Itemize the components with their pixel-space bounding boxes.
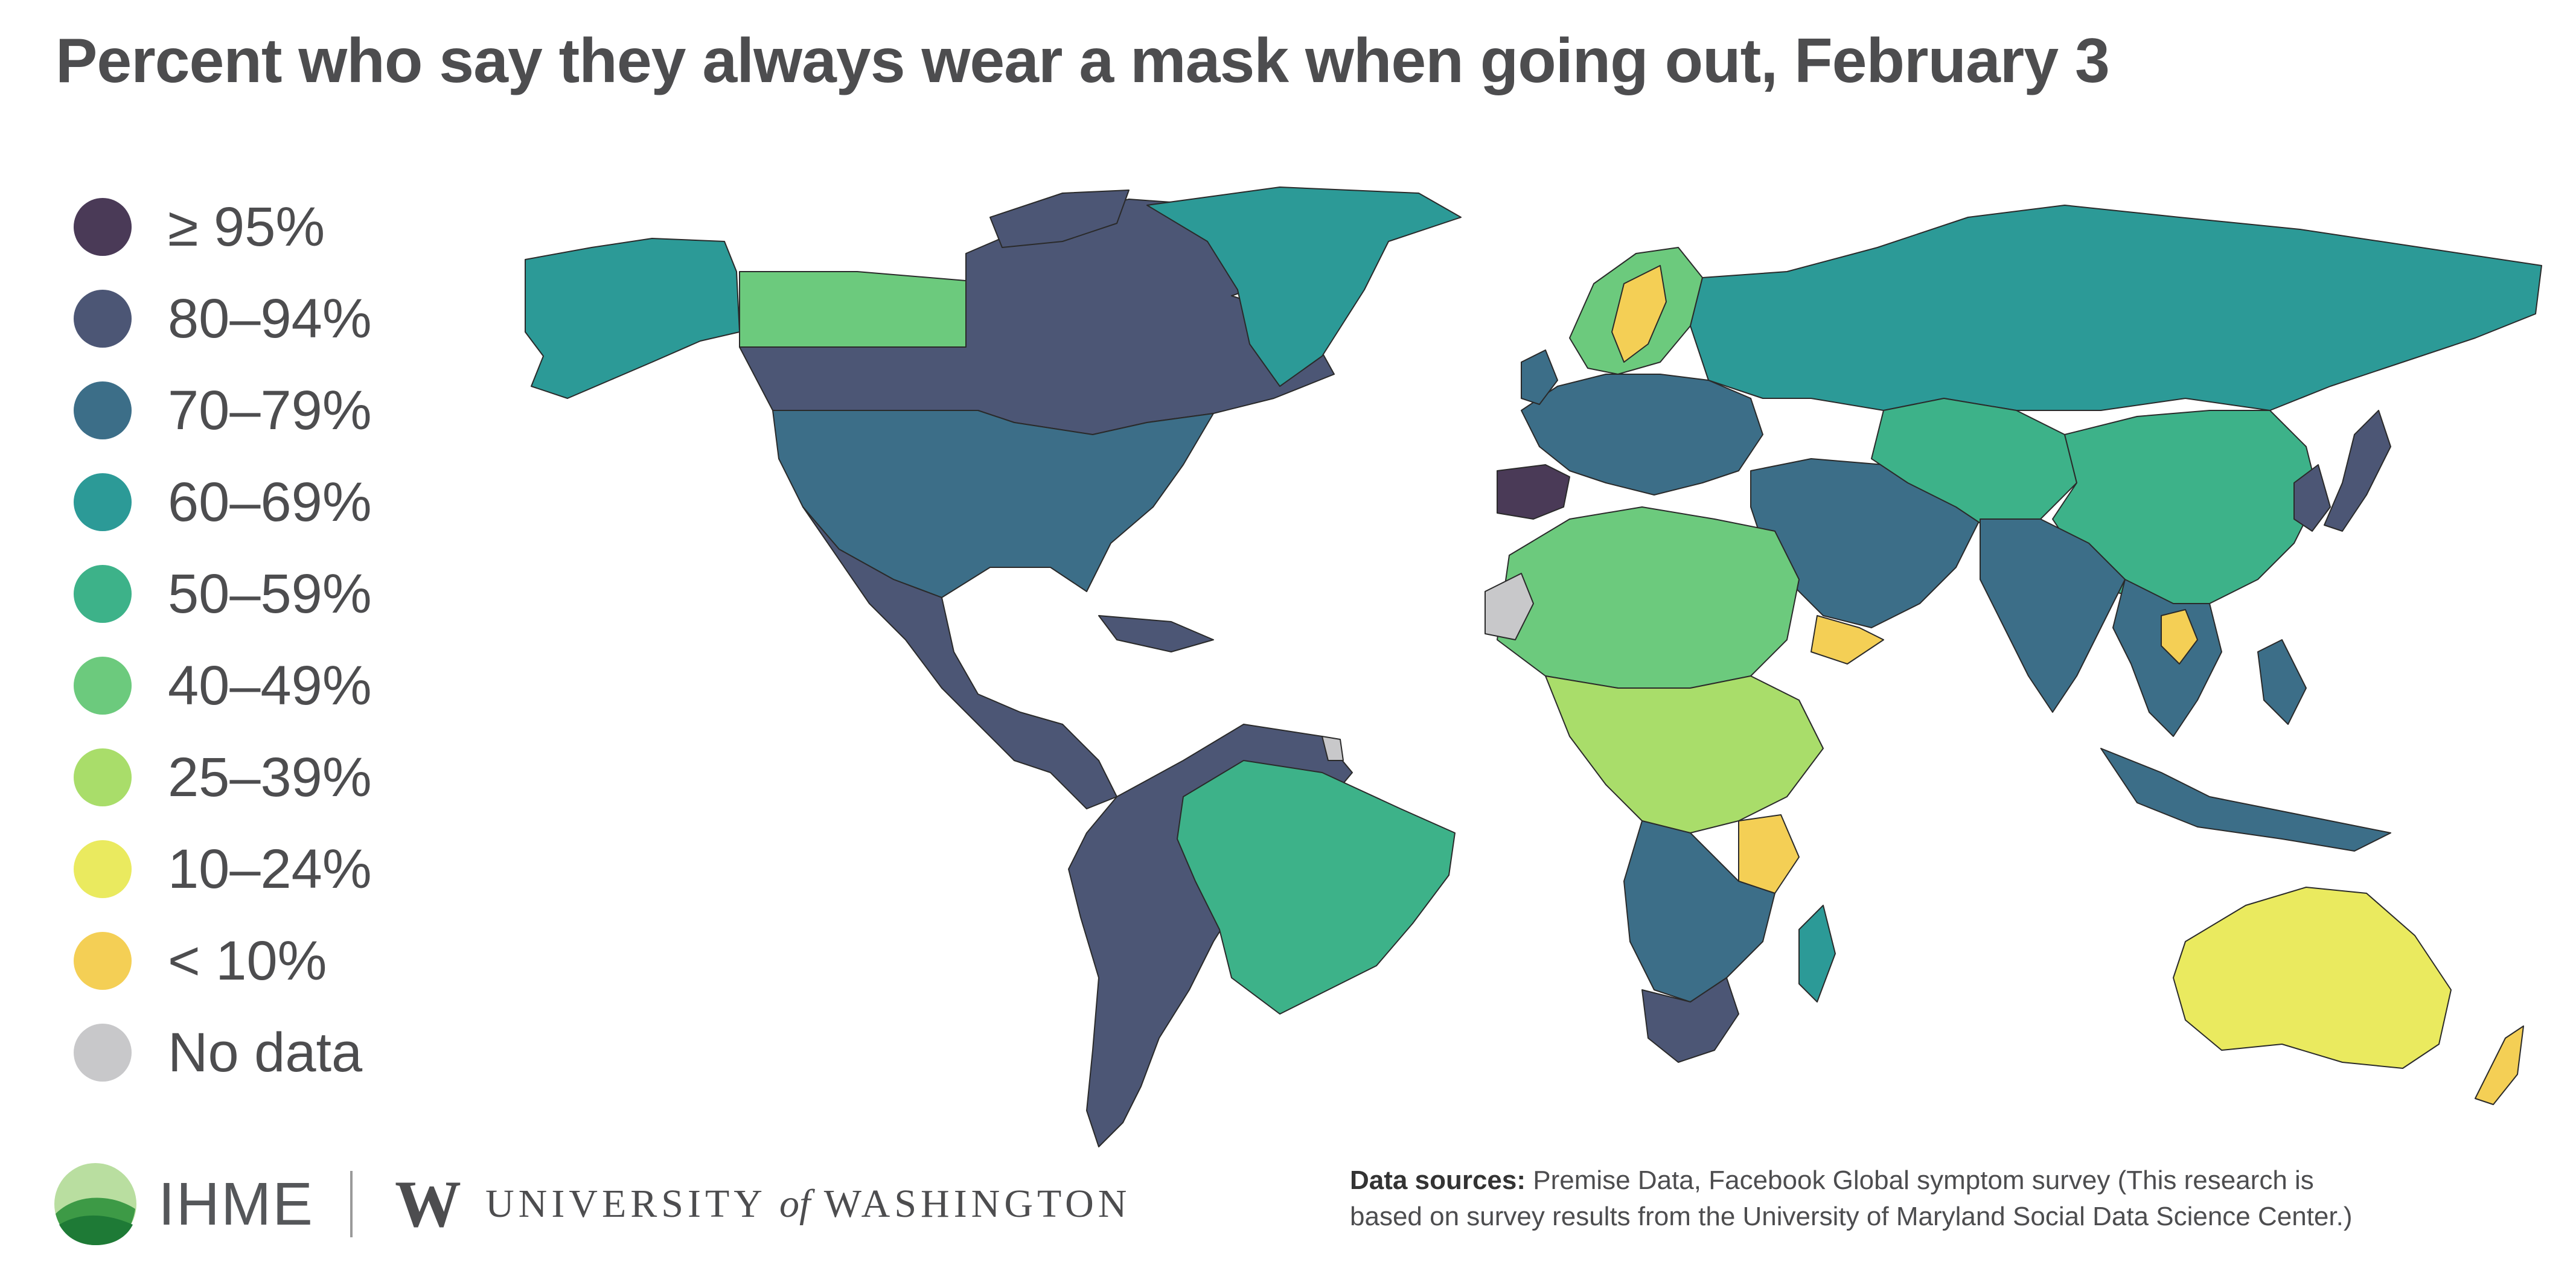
region-japan-korea <box>2293 410 2391 532</box>
legend-label: 10–24% <box>168 838 372 900</box>
legend-label: 50–59% <box>168 563 372 625</box>
region-tanzania <box>1738 814 1800 894</box>
region-alaska <box>525 238 740 399</box>
legend-item: 25–39% <box>74 732 372 823</box>
legend-swatch <box>74 748 132 806</box>
region-western-europe <box>1521 374 1763 496</box>
region-yemen <box>1811 615 1884 665</box>
region-mexico-central-america <box>1098 615 1214 652</box>
legend-swatch <box>74 290 132 348</box>
region-spain <box>1497 464 1570 520</box>
legend-item: 40–49% <box>74 640 372 732</box>
legend: ≥ 95% 80–94% 70–79% 60–69% 50–59% 40–49%… <box>74 181 372 1098</box>
region-south-asia <box>1980 518 2126 713</box>
legend-swatch <box>74 840 132 898</box>
region-central-africa <box>1545 675 1824 834</box>
ihme-wordmark: IHME <box>158 1170 314 1238</box>
legend-label: 80–94% <box>168 287 372 349</box>
region-south-africa <box>1641 977 1739 1063</box>
region-sweden <box>1611 265 1667 363</box>
legend-swatch <box>74 565 132 623</box>
region-western-canada <box>739 271 967 348</box>
legend-item: < 10% <box>74 915 372 1007</box>
region-greenland <box>1146 187 1462 387</box>
legend-label: 40–49% <box>168 654 372 716</box>
legend-label: No data <box>168 1021 363 1083</box>
legend-label: ≥ 95% <box>168 196 325 258</box>
region-australia <box>2173 887 2452 1069</box>
legend-item: 50–59% <box>74 548 372 640</box>
region-indonesia <box>2100 639 2391 852</box>
uw-university: UNIVERSITY <box>485 1182 765 1226</box>
region-united-states <box>772 410 1214 598</box>
region-brazil <box>1177 760 1456 1015</box>
region-mexico-central-america <box>802 506 1117 809</box>
legend-swatch <box>74 932 132 990</box>
legend-item: 80–94% <box>74 273 372 365</box>
logo-divider <box>350 1171 353 1237</box>
region-southeast-asia <box>2112 579 2222 737</box>
legend-swatch <box>74 473 132 531</box>
legend-item: 10–24% <box>74 823 372 915</box>
legend-swatch <box>74 657 132 715</box>
legend-swatch <box>74 198 132 256</box>
legend-item: 70–79% <box>74 365 372 456</box>
legend-swatch <box>74 1024 132 1082</box>
legend-item: 60–69% <box>74 456 372 548</box>
legend-label: < 10% <box>168 929 327 992</box>
legend-item: ≥ 95% <box>74 181 372 273</box>
legend-label: 70–79% <box>168 379 372 441</box>
legend-item: No data <box>74 1007 372 1098</box>
uw-of: of <box>779 1182 811 1226</box>
region-western-europe <box>1521 349 1558 405</box>
world-map <box>525 187 2542 1147</box>
footer-logos: IHME W UNIVERSITY of WASHINGTON <box>53 1159 1131 1249</box>
region-western-sahara <box>1485 573 1534 640</box>
region-canada <box>989 190 1130 248</box>
data-sources: Data sources: Premise Data, Facebook Glo… <box>1350 1162 2388 1235</box>
legend-label: 25–39% <box>168 746 372 808</box>
data-sources-text: Premise Data, Facebook Global symptom su… <box>1350 1165 2353 1231</box>
legend-label: 60–69% <box>168 471 372 533</box>
region-french-guiana <box>1322 736 1344 761</box>
region-russia <box>1690 205 2542 411</box>
uw-wordmark: UNIVERSITY of WASHINGTON <box>485 1181 1131 1227</box>
legend-swatch <box>74 381 132 439</box>
uw-washington: WASHINGTON <box>823 1182 1131 1226</box>
region-north-africa <box>1497 506 1800 689</box>
region-new-zealand <box>2475 1025 2524 1105</box>
data-sources-label: Data sources: <box>1350 1165 1526 1195</box>
ihme-logo-icon <box>54 1163 136 1245</box>
uw-logo-mark: W <box>395 1167 461 1241</box>
map-title: Percent who say they always wear a mask … <box>56 26 2110 96</box>
region-laos <box>2161 609 2198 665</box>
region-madagascar <box>1798 905 1836 1003</box>
